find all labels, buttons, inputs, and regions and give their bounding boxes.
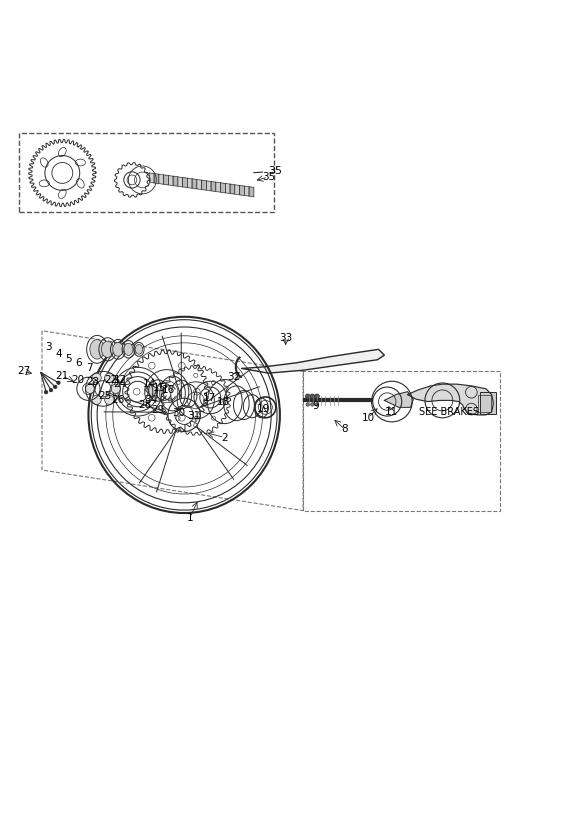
Polygon shape — [168, 176, 173, 185]
Polygon shape — [235, 185, 240, 194]
Polygon shape — [202, 180, 206, 190]
Ellipse shape — [101, 341, 114, 358]
Circle shape — [57, 381, 60, 385]
Polygon shape — [178, 177, 182, 187]
Text: 8: 8 — [342, 424, 348, 434]
Text: 23: 23 — [86, 377, 100, 386]
Text: 27: 27 — [17, 367, 30, 377]
Text: 16: 16 — [162, 385, 175, 395]
Text: 11: 11 — [385, 407, 398, 417]
Circle shape — [92, 396, 101, 405]
Text: 26: 26 — [111, 396, 124, 405]
Text: 34: 34 — [145, 396, 158, 405]
Circle shape — [310, 394, 315, 399]
Polygon shape — [230, 184, 235, 194]
Polygon shape — [159, 174, 164, 185]
Text: 28: 28 — [139, 400, 152, 410]
Circle shape — [44, 391, 48, 394]
Polygon shape — [206, 180, 211, 191]
Circle shape — [315, 403, 319, 406]
Circle shape — [305, 394, 310, 399]
Text: 29: 29 — [152, 405, 164, 414]
Circle shape — [311, 403, 314, 406]
Ellipse shape — [113, 343, 123, 356]
Text: 14: 14 — [143, 379, 156, 389]
Text: 18: 18 — [216, 396, 230, 406]
Ellipse shape — [124, 344, 133, 355]
Text: 30: 30 — [172, 408, 185, 418]
Polygon shape — [149, 173, 154, 183]
Polygon shape — [240, 185, 244, 195]
Text: 15: 15 — [153, 382, 166, 392]
Ellipse shape — [135, 344, 143, 354]
Text: 4: 4 — [55, 349, 62, 359]
Polygon shape — [216, 182, 220, 192]
Polygon shape — [145, 384, 158, 397]
Circle shape — [86, 384, 95, 393]
Text: 24: 24 — [114, 379, 127, 389]
Circle shape — [49, 388, 52, 392]
Circle shape — [92, 373, 101, 382]
Bar — [480, 392, 496, 414]
Polygon shape — [242, 349, 384, 373]
Polygon shape — [173, 176, 178, 186]
Polygon shape — [197, 180, 202, 190]
Text: 2: 2 — [222, 433, 228, 442]
Text: 3: 3 — [45, 342, 52, 352]
Text: 6: 6 — [75, 358, 82, 368]
Circle shape — [54, 385, 57, 389]
Text: 1: 1 — [187, 513, 194, 522]
Polygon shape — [182, 177, 187, 188]
Bar — [19, 133, 274, 212]
Polygon shape — [187, 178, 192, 188]
Text: SEE BRAKES: SEE BRAKES — [419, 407, 479, 417]
Polygon shape — [249, 187, 254, 197]
Polygon shape — [192, 179, 197, 189]
Text: 19: 19 — [257, 404, 271, 414]
Ellipse shape — [90, 339, 104, 359]
Text: 33: 33 — [279, 333, 292, 343]
Circle shape — [306, 403, 310, 406]
Text: 10: 10 — [361, 413, 375, 423]
Circle shape — [105, 396, 114, 405]
Text: 17: 17 — [202, 393, 216, 403]
Polygon shape — [244, 186, 249, 196]
Text: 7: 7 — [86, 363, 93, 373]
Circle shape — [111, 384, 120, 393]
Text: 21: 21 — [56, 371, 69, 381]
Text: 32: 32 — [227, 372, 240, 382]
Text: 31: 31 — [187, 411, 201, 421]
Polygon shape — [164, 175, 168, 185]
Text: 5: 5 — [65, 353, 72, 363]
Text: 20: 20 — [71, 375, 85, 385]
Text: 25: 25 — [98, 391, 111, 400]
Text: 9: 9 — [312, 401, 319, 411]
Polygon shape — [408, 384, 493, 415]
Bar — [478, 395, 491, 412]
Polygon shape — [154, 174, 159, 184]
Polygon shape — [211, 181, 216, 191]
Circle shape — [315, 394, 319, 399]
Polygon shape — [220, 183, 225, 193]
Text: 12: 12 — [114, 375, 127, 385]
Polygon shape — [225, 184, 230, 194]
Text: 35: 35 — [262, 172, 275, 182]
Text: 35: 35 — [254, 166, 282, 176]
Circle shape — [105, 373, 114, 382]
Polygon shape — [384, 391, 413, 407]
Text: 22: 22 — [104, 375, 117, 385]
